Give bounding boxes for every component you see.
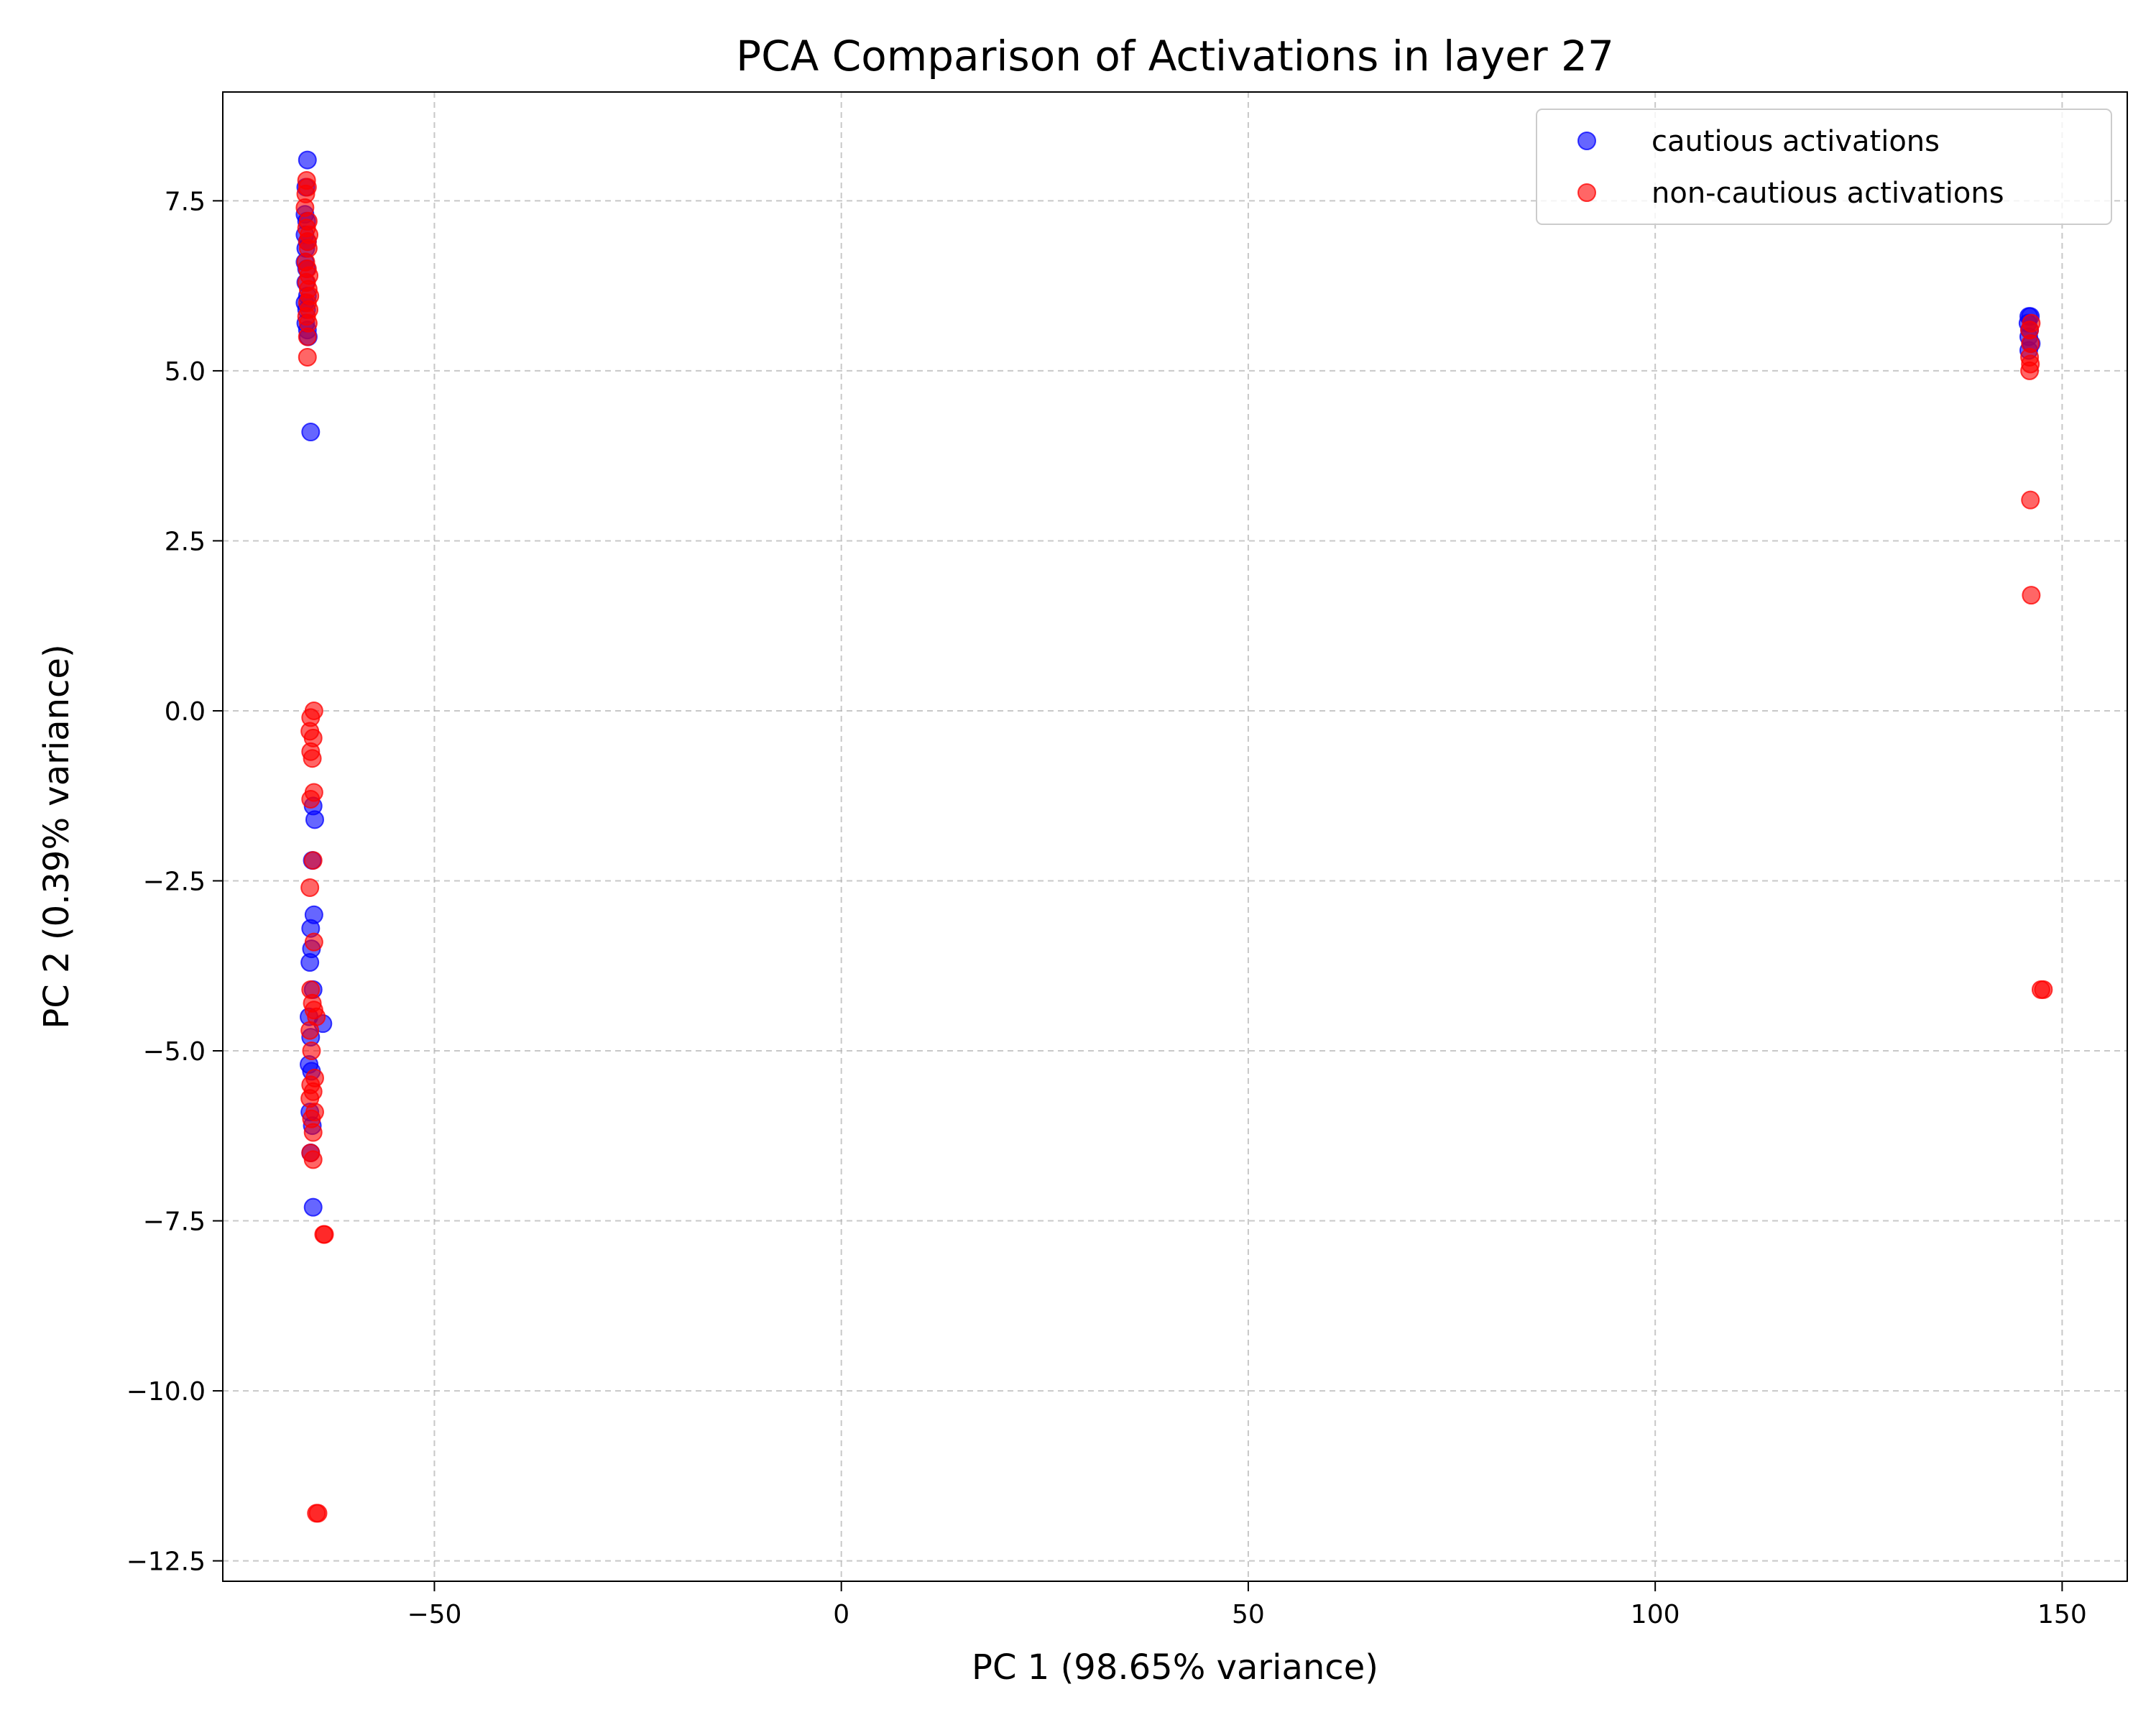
- data-point: [305, 810, 324, 829]
- data-point: [301, 423, 321, 442]
- plot-frame: [222, 91, 2128, 1582]
- data-point: [303, 1197, 323, 1217]
- y-tick-label: 7.5: [165, 187, 206, 216]
- y-tick-label: 5.0: [165, 357, 206, 387]
- data-point: [314, 1225, 333, 1244]
- x-tick-label: 0: [833, 1600, 849, 1629]
- data-point: [300, 953, 320, 972]
- y-axis-ticks: −12.5 −10.0 −7.5 −5.0 −2.5 0.0 2.5 5.0 7.5: [126, 187, 223, 1577]
- legend-marker-non-cautious: [1577, 183, 1596, 202]
- legend-label-cautious: cautious activations: [1651, 125, 1940, 158]
- y-tick-label: −5.0: [143, 1037, 206, 1067]
- x-tick-label: 100: [1631, 1600, 1680, 1629]
- data-point: [303, 749, 322, 768]
- chart-title: PCA Comparison of Activations in layer 2…: [736, 32, 1614, 80]
- data-point: [2034, 980, 2053, 999]
- legend-marker-cautious: [1577, 132, 1596, 150]
- y-tick-label: −10.0: [126, 1377, 206, 1407]
- y-tick-label: 2.5: [165, 527, 206, 556]
- legend-box: [1536, 109, 2112, 225]
- x-tick-label: 50: [1232, 1600, 1265, 1629]
- data-point: [298, 347, 317, 367]
- series-non-cautious: [295, 170, 2053, 1523]
- grid-lines: [223, 92, 2127, 1581]
- x-axis-label: PC 1 (98.65% variance): [972, 1647, 1378, 1688]
- y-tick-label: −7.5: [143, 1208, 206, 1237]
- data-point: [303, 1150, 323, 1169]
- data-points: [295, 150, 2053, 1523]
- data-point: [308, 1504, 328, 1523]
- legend: cautious activations non-cautious activa…: [1536, 109, 2112, 225]
- x-axis-ticks: −50 0 50 100 150: [407, 1581, 2087, 1629]
- data-point: [300, 1021, 320, 1040]
- y-tick-label: −12.5: [126, 1547, 206, 1577]
- y-tick-label: −2.5: [143, 867, 206, 896]
- x-tick-label: 150: [2037, 1600, 2087, 1629]
- data-point: [301, 789, 321, 809]
- data-point: [303, 1123, 323, 1142]
- data-point: [302, 1041, 321, 1061]
- data-point: [2022, 586, 2041, 605]
- data-point: [303, 851, 323, 870]
- data-point: [2021, 490, 2040, 510]
- x-tick-label: −50: [407, 1600, 461, 1629]
- data-point: [300, 878, 320, 897]
- y-tick-label: 0.0: [165, 697, 206, 727]
- data-point: [304, 932, 323, 952]
- y-axis-label: PC 2 (0.39% variance): [37, 644, 77, 1029]
- data-point: [2020, 361, 2040, 380]
- legend-label-non-cautious: non-cautious activations: [1651, 177, 2004, 210]
- data-point: [298, 327, 317, 346]
- data-point: [298, 150, 317, 170]
